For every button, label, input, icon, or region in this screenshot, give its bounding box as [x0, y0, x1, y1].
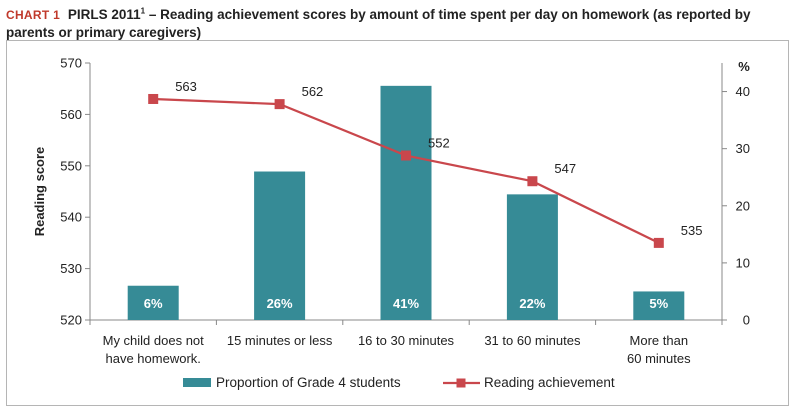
category-label: 16 to 30 minutes: [358, 333, 455, 348]
left-tick-label: 520: [60, 313, 82, 328]
line-data-label: 552: [428, 136, 450, 151]
bar: [254, 171, 306, 320]
left-tick-label: 570: [60, 56, 82, 71]
bar-data-label: 5%: [649, 296, 668, 311]
chart-title-text: PIRLS 20111 – Reading achievement scores…: [6, 6, 751, 40]
line-data-label: 563: [175, 79, 197, 94]
left-tick-label: 540: [60, 210, 82, 225]
left-tick-label: 560: [60, 107, 82, 122]
bar: [633, 291, 685, 320]
bar: [380, 85, 432, 320]
bar-data-label: 22%: [519, 296, 545, 311]
chart-number-label: CHART 1: [6, 7, 61, 22]
right-tick-label: 10: [736, 255, 750, 270]
line-marker: [274, 99, 285, 110]
bar-data-label: 26%: [267, 296, 293, 311]
line-marker: [527, 176, 538, 187]
title-rest: – Reading achievement scores by amount o…: [6, 6, 751, 40]
right-tick-label: 30: [736, 141, 750, 156]
legend-swatch-bars: [183, 378, 211, 387]
line-marker: [653, 237, 664, 248]
category-label: have homework.: [106, 351, 201, 366]
line-marker: [148, 93, 159, 104]
bar-data-label: 6%: [144, 296, 163, 311]
line-data-label: 547: [554, 161, 576, 176]
category-label: 60 minutes: [627, 351, 691, 366]
chart-frame: [6, 40, 789, 406]
right-tick-label: 20: [736, 198, 750, 213]
category-label: 31 to 60 minutes: [484, 333, 581, 348]
left-tick-label: 530: [60, 261, 82, 276]
bar: [506, 194, 558, 320]
bar: [127, 285, 179, 320]
category-label: More than: [630, 333, 689, 348]
y-axis-title: Reading score: [32, 147, 47, 237]
title-main: PIRLS 2011: [67, 6, 141, 22]
title-footnote-marker: 1: [140, 6, 146, 15]
legend-label-bars: Proportion of Grade 4 students: [216, 375, 401, 390]
right-axis-title: %: [738, 59, 750, 74]
chart-title: CHART 1 PIRLS 20111 – Reading achievemen…: [6, 2, 791, 41]
right-tick-label: 0: [743, 313, 750, 328]
line-data-label: 562: [302, 84, 324, 99]
bar-data-label: 41%: [393, 296, 419, 311]
category-label: 15 minutes or less: [227, 333, 333, 348]
legend-label-line: Reading achievement: [484, 375, 615, 390]
left-tick-label: 550: [60, 158, 82, 173]
line-data-label: 535: [681, 223, 703, 238]
right-tick-label: 40: [736, 84, 750, 99]
category-label: My child does not: [103, 333, 205, 348]
line-marker: [401, 150, 411, 161]
legend-swatch-marker: [456, 378, 466, 388]
